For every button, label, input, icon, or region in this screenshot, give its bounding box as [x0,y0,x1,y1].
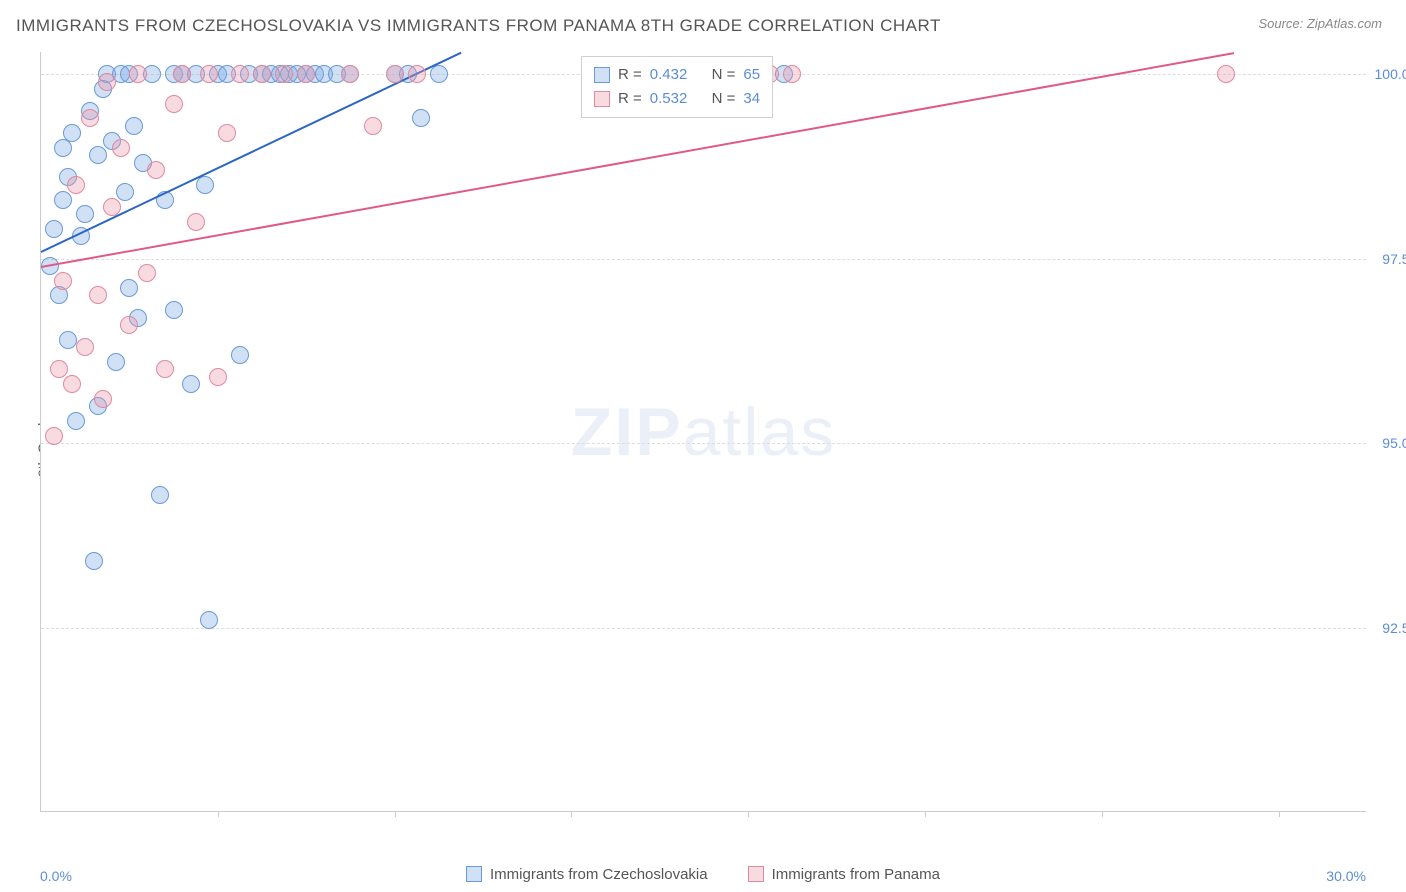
chart-plot-area: ZIPatlas 92.5%95.0%97.5%100.0%R = 0.432 … [40,52,1366,812]
legend-swatch-icon [466,866,482,882]
data-point [59,331,77,349]
chart-title: IMMIGRANTS FROM CZECHOSLOVAKIA VS IMMIGR… [16,16,941,36]
data-point [200,65,218,83]
data-point [67,412,85,430]
stats-n-label: N = [712,87,736,111]
data-point [94,390,112,408]
stats-r-label: R = [618,87,642,111]
data-point [50,360,68,378]
data-point [98,73,116,91]
data-point [430,65,448,83]
x-tick [1279,811,1280,817]
data-point [107,353,125,371]
legend-swatch-icon [748,866,764,882]
data-point [275,65,293,83]
watermark: ZIPatlas [571,393,836,471]
gridline [41,628,1366,629]
data-point [783,65,801,83]
data-point [1217,65,1235,83]
data-point [76,205,94,223]
x-tick [1102,811,1103,817]
data-point [138,264,156,282]
data-point [120,279,138,297]
data-point [200,611,218,629]
data-point [54,139,72,157]
y-tick-label: 95.0% [1382,435,1406,451]
data-point [85,552,103,570]
data-point [54,272,72,290]
x-tick [925,811,926,817]
gridline [41,443,1366,444]
data-point [151,486,169,504]
data-point [182,375,200,393]
data-point [412,109,430,127]
data-point [218,124,236,142]
data-point [386,65,404,83]
stats-row: R = 0.432 N = 65 [594,63,760,87]
y-tick-label: 97.5% [1382,251,1406,267]
data-point [156,360,174,378]
data-point [76,338,94,356]
data-point [45,220,63,238]
x-tick [748,811,749,817]
data-point [231,65,249,83]
data-point [165,301,183,319]
data-point [112,139,130,157]
data-point [89,146,107,164]
source-label: Source: ZipAtlas.com [1258,16,1382,31]
stats-r-value: 0.432 [650,63,688,87]
y-tick-label: 100.0% [1375,66,1406,82]
legend-label: Immigrants from Czechoslovakia [490,866,708,883]
stats-n-value: 65 [743,63,760,87]
data-point [165,95,183,113]
stats-swatch-icon [594,67,610,83]
data-point [231,346,249,364]
stats-n-label: N = [712,63,736,87]
data-point [341,65,359,83]
gridline [41,259,1366,260]
stats-swatch-icon [594,91,610,107]
stats-r-label: R = [618,63,642,87]
data-point [120,316,138,334]
data-point [297,65,315,83]
data-point [116,183,134,201]
data-point [187,213,205,231]
data-point [364,117,382,135]
data-point [89,286,107,304]
stats-r-value: 0.532 [650,87,688,111]
data-point [408,65,426,83]
data-point [54,191,72,209]
data-point [63,375,81,393]
y-tick-label: 92.5% [1382,620,1406,636]
data-point [103,198,121,216]
x-tick [395,811,396,817]
data-point [81,109,99,127]
data-point [173,65,191,83]
data-point [253,65,271,83]
x-tick [571,811,572,817]
data-point [129,65,147,83]
legend-bar: Immigrants from Czechoslovakia Immigrant… [0,856,1406,892]
stats-row: R = 0.532 N = 34 [594,87,760,111]
data-point [209,368,227,386]
data-point [67,176,85,194]
stats-n-value: 34 [743,87,760,111]
legend-item-panama: Immigrants from Panama [748,866,940,883]
data-point [147,161,165,179]
data-point [125,117,143,135]
data-point [45,427,63,445]
legend-label: Immigrants from Panama [772,866,940,883]
legend-item-czechoslovakia: Immigrants from Czechoslovakia [466,866,708,883]
correlation-stats-box: R = 0.432 N = 65R = 0.532 N = 34 [581,56,773,118]
x-tick [218,811,219,817]
